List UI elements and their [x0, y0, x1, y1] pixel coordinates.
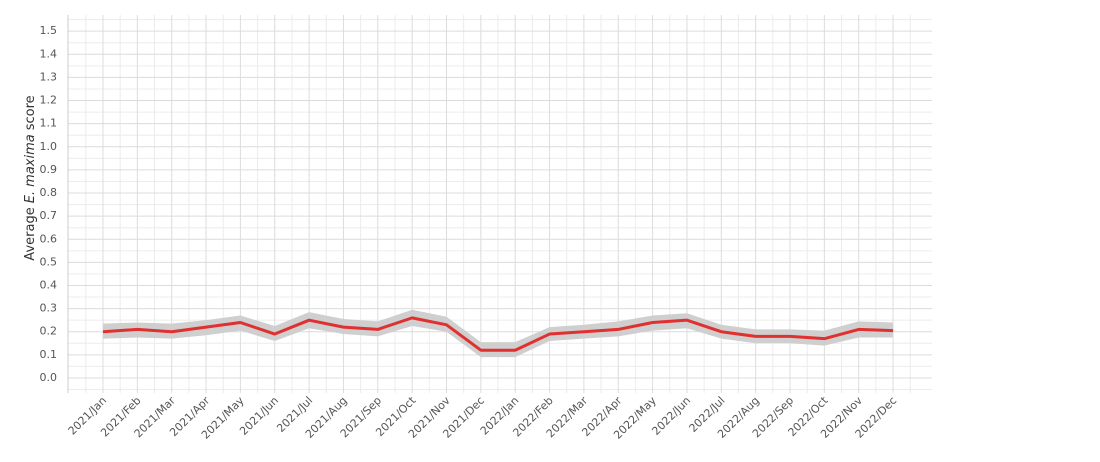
y-axis-title: Average E. maxima score — [23, 95, 38, 260]
y-title-part: Average — [23, 207, 38, 260]
y-tick-label: 1.2 — [40, 94, 58, 107]
y-tick-label: 0.0 — [40, 371, 58, 384]
y-tick-label: 0.3 — [40, 302, 58, 315]
y-tick-label: 0.5 — [40, 255, 58, 268]
y-tick-label: 1.4 — [40, 47, 58, 60]
y-tick-label: 0.6 — [40, 232, 58, 245]
y-title-part: score — [23, 95, 38, 130]
y-tick-label: 0.1 — [40, 348, 58, 361]
y-tick-label: 1.5 — [40, 24, 58, 37]
y-tick-label: 1.1 — [40, 117, 58, 130]
y-tick-label: 1.0 — [40, 140, 58, 153]
y-tick-label: 0.4 — [40, 278, 58, 291]
y-tick-label: 0.7 — [40, 209, 58, 222]
y-title-part: E. maxima — [23, 134, 38, 203]
y-tick-label: 1.3 — [40, 70, 58, 83]
line — [102, 316, 894, 352]
y-tick-label: 0.9 — [40, 163, 58, 176]
y-tick-label: 0.8 — [40, 186, 58, 199]
y-tick-label: 0.2 — [40, 325, 58, 338]
